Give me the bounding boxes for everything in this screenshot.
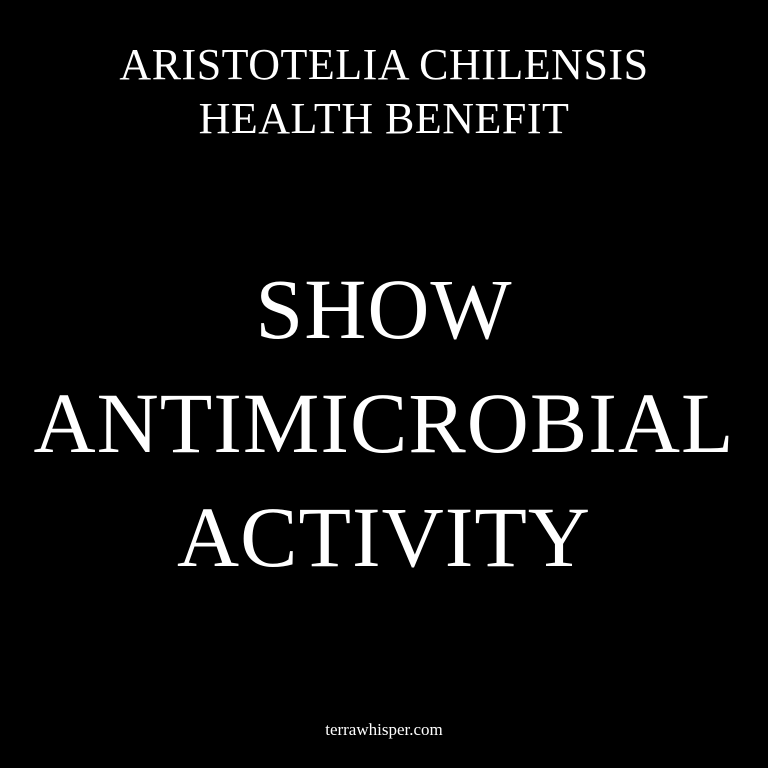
header-line-subtitle: HEALTH BENEFIT: [198, 94, 570, 143]
footer-site-name: terrawhisper.com: [325, 720, 443, 739]
header-line-plant-name: ARISTOTELIA CHILENSIS: [119, 40, 649, 89]
headline-line-1: SHOW: [255, 261, 513, 357]
headline: SHOW ANTIMICROBIAL ACTIVITY: [0, 252, 768, 594]
headline-line-2: ANTIMICROBIAL: [33, 375, 735, 471]
headline-line-3: ACTIVITY: [176, 489, 592, 585]
header-title: ARISTOTELIA CHILENSIS HEALTH BENEFIT: [0, 38, 768, 146]
